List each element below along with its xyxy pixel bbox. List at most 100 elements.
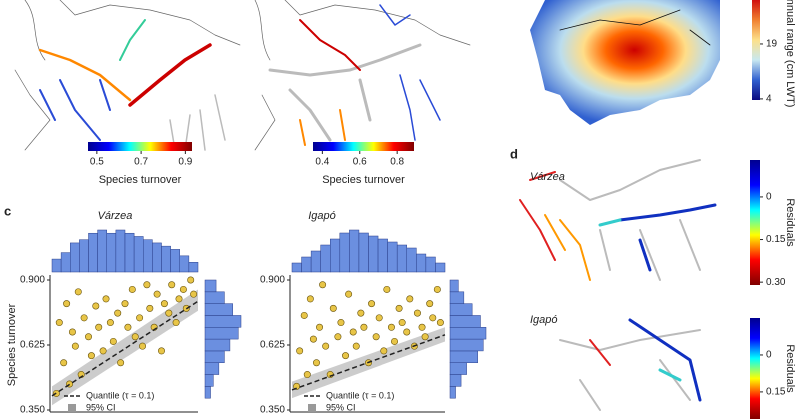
histogram-bar [368, 235, 379, 273]
histogram-bar [358, 232, 369, 273]
point [349, 328, 357, 336]
point [85, 333, 93, 341]
histogram-bar [204, 362, 220, 375]
colorbar [752, 0, 760, 100]
point [153, 290, 161, 298]
point [433, 285, 441, 293]
river [119, 19, 146, 61]
river [598, 218, 682, 382]
y-tick-label: 0.625 [20, 340, 45, 351]
point [360, 323, 368, 331]
histogram-bar [188, 262, 199, 273]
histogram-bar [60, 252, 71, 273]
river [544, 214, 591, 281]
legend-label: Quantile (τ = 0.1) [86, 390, 154, 400]
river [268, 43, 422, 142]
point [92, 302, 100, 310]
y-tick-label: 0.900 [20, 275, 45, 286]
point [303, 371, 311, 379]
histogram-bar [449, 386, 456, 399]
histogram-bar [435, 262, 446, 273]
chart-title: Igapó [308, 210, 336, 222]
histogram-bar [204, 315, 242, 328]
point [342, 352, 350, 360]
tick-label: 0.15 [766, 234, 786, 245]
histogram-bar [204, 303, 233, 316]
legend-swatch [308, 404, 316, 412]
histogram-bar [449, 279, 459, 293]
point [337, 319, 345, 327]
point [60, 359, 68, 367]
tick-label: 0.15 [766, 387, 786, 398]
point [436, 319, 444, 327]
histogram-bar [377, 238, 388, 273]
point [190, 290, 198, 298]
tick-label: 19 [766, 39, 778, 50]
point [391, 337, 399, 345]
point [117, 359, 125, 367]
histogram-bar [124, 232, 135, 273]
river [39, 79, 111, 141]
point [357, 309, 365, 317]
histogram-bar [449, 338, 484, 352]
map-title: Igapó [530, 314, 558, 326]
histogram-bar [449, 327, 487, 340]
point [68, 328, 76, 336]
point [179, 285, 187, 293]
coast [254, 0, 471, 151]
histogram-bar [320, 244, 331, 273]
histogram-bar [301, 256, 312, 273]
y-tick-label: 0.625 [260, 340, 285, 351]
point [375, 314, 383, 322]
histogram-bar [161, 245, 171, 273]
point [316, 323, 324, 331]
point [95, 323, 103, 331]
histogram-bar [387, 241, 398, 273]
y-tick-label: 0.350 [260, 405, 285, 416]
panel-label: c [4, 203, 11, 218]
point [329, 304, 337, 312]
confidence-band [52, 289, 198, 406]
point [352, 342, 360, 350]
point [322, 342, 330, 350]
histogram-bar [449, 362, 467, 375]
y-tick-label: 0.900 [260, 275, 285, 286]
point [114, 309, 122, 317]
point [165, 309, 173, 317]
histogram-bar [449, 291, 465, 304]
map-title: Várzea [530, 171, 565, 183]
histogram-bar [133, 236, 144, 273]
river [559, 9, 711, 46]
histogram-bar [416, 253, 427, 273]
point [121, 300, 129, 308]
point [398, 319, 406, 327]
histogram-bar [449, 350, 478, 363]
river [128, 43, 212, 107]
point [380, 347, 388, 355]
histogram-bar [339, 232, 350, 273]
colorbar-label: Species turnover [322, 174, 405, 186]
point [175, 295, 183, 303]
point [345, 290, 353, 298]
point [312, 359, 320, 367]
colorbar-label: Residuals [784, 198, 796, 247]
point [383, 285, 391, 293]
point [306, 295, 314, 303]
colorbar [88, 142, 192, 151]
point [71, 342, 79, 350]
point [160, 300, 168, 308]
colorbar [750, 160, 760, 285]
point [296, 347, 304, 355]
point [63, 300, 71, 308]
tick-label: 0.7 [134, 157, 148, 168]
tick-label: 4 [766, 94, 772, 105]
point [139, 342, 147, 350]
point [372, 333, 380, 341]
point [146, 304, 154, 312]
histogram-bar [349, 229, 360, 273]
colorbar [313, 142, 414, 151]
colorbar-label: annual range (cm LWT) [784, 0, 796, 107]
map-a-left [14, 0, 241, 151]
tick-label: 0.30 [766, 277, 786, 288]
